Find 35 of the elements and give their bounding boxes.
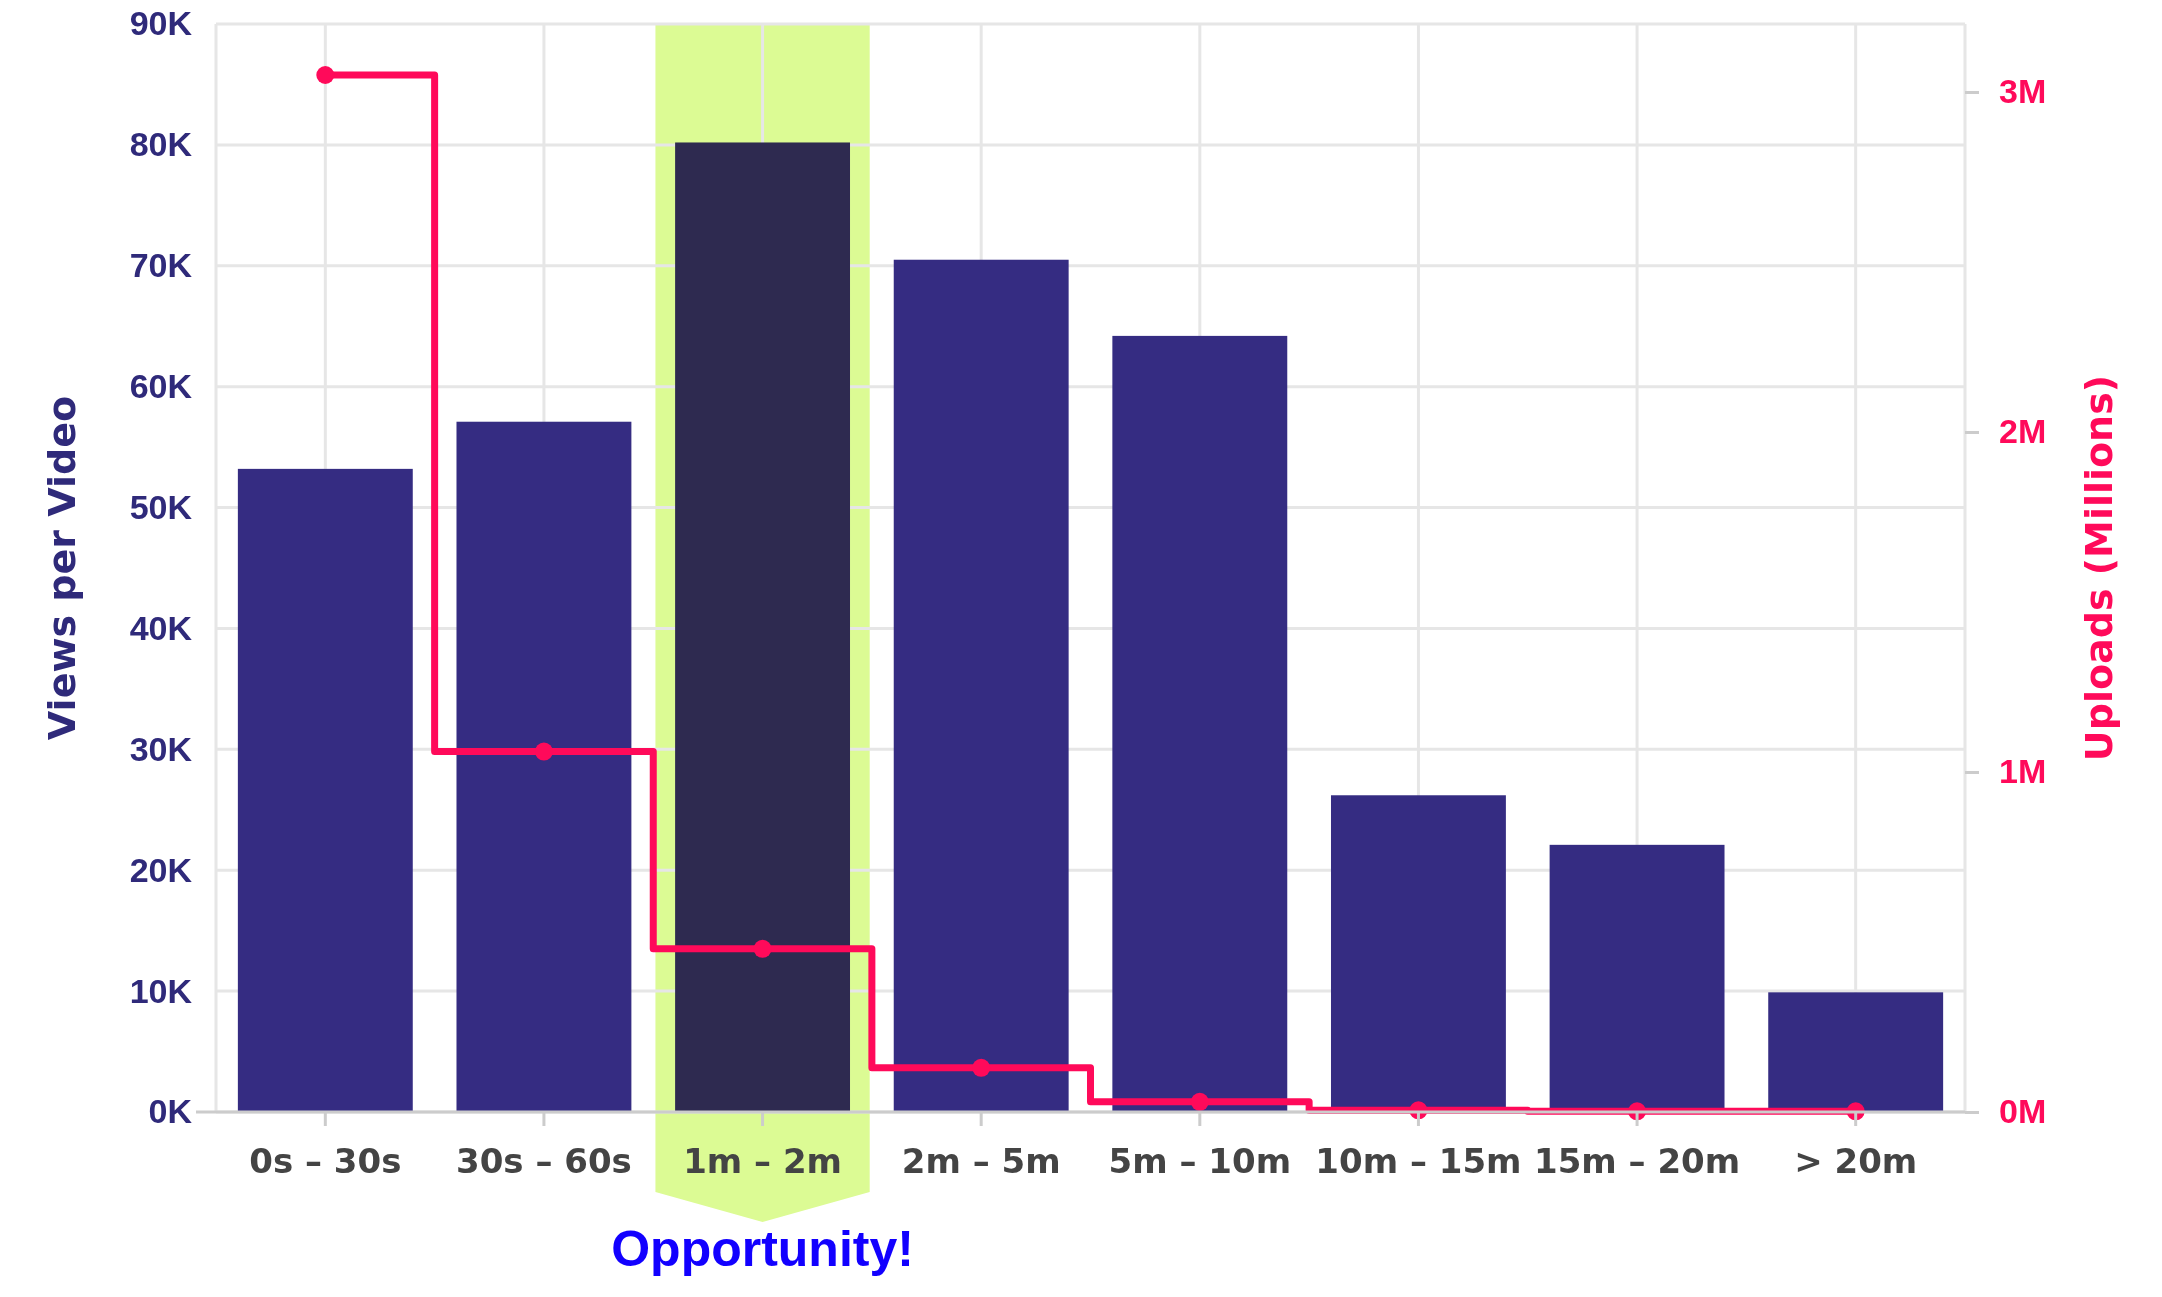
y2-axis-title: Uploads (Millions) <box>2077 374 2121 762</box>
y-tick-label: 60K <box>129 367 193 406</box>
point <box>753 939 772 958</box>
y2-tick-label: 1M <box>1999 752 2047 791</box>
x-tick-label: 1m – 2m <box>683 1141 842 1182</box>
y-axis-title: Views per Video <box>40 395 84 741</box>
x-tick-label: 15m – 20m <box>1533 1141 1741 1182</box>
point <box>1190 1092 1209 1111</box>
y-tick-label: 10K <box>129 971 193 1010</box>
y-tick-label: 30K <box>129 729 193 768</box>
x-tick-label: 10m – 15m <box>1315 1141 1522 1182</box>
y-tick-label: 20K <box>129 850 193 889</box>
bar <box>893 259 1069 1112</box>
x-tick-label: 30s – 60s <box>456 1141 632 1182</box>
y2-tick-label: 3M <box>1999 72 2047 111</box>
y-tick-label: 70K <box>129 246 193 285</box>
bar <box>456 421 632 1112</box>
point <box>316 66 335 84</box>
x-tick-label: > 20m <box>1794 1141 1918 1182</box>
point <box>972 1058 991 1077</box>
bar <box>1768 992 1944 1112</box>
y-tick-label: 40K <box>129 608 193 647</box>
x-tick-label: 5m – 10m <box>1108 1141 1292 1182</box>
point <box>534 742 553 761</box>
bar <box>1112 335 1288 1112</box>
y-tick-label: 0K <box>148 1092 193 1131</box>
band-label: Opportunity! <box>611 1221 914 1277</box>
x-tick-label: 2m – 5m <box>901 1141 1061 1182</box>
y-tick-label: 80K <box>129 125 193 164</box>
y-tick-label: 50K <box>129 487 193 526</box>
y-tick-label: 90K <box>129 4 193 43</box>
x-tick-label: 0s – 30s <box>249 1141 402 1182</box>
y2-tick-label: 2M <box>1999 412 2047 451</box>
y2-tick-label: 0M <box>1999 1092 2047 1131</box>
bar <box>237 468 413 1112</box>
